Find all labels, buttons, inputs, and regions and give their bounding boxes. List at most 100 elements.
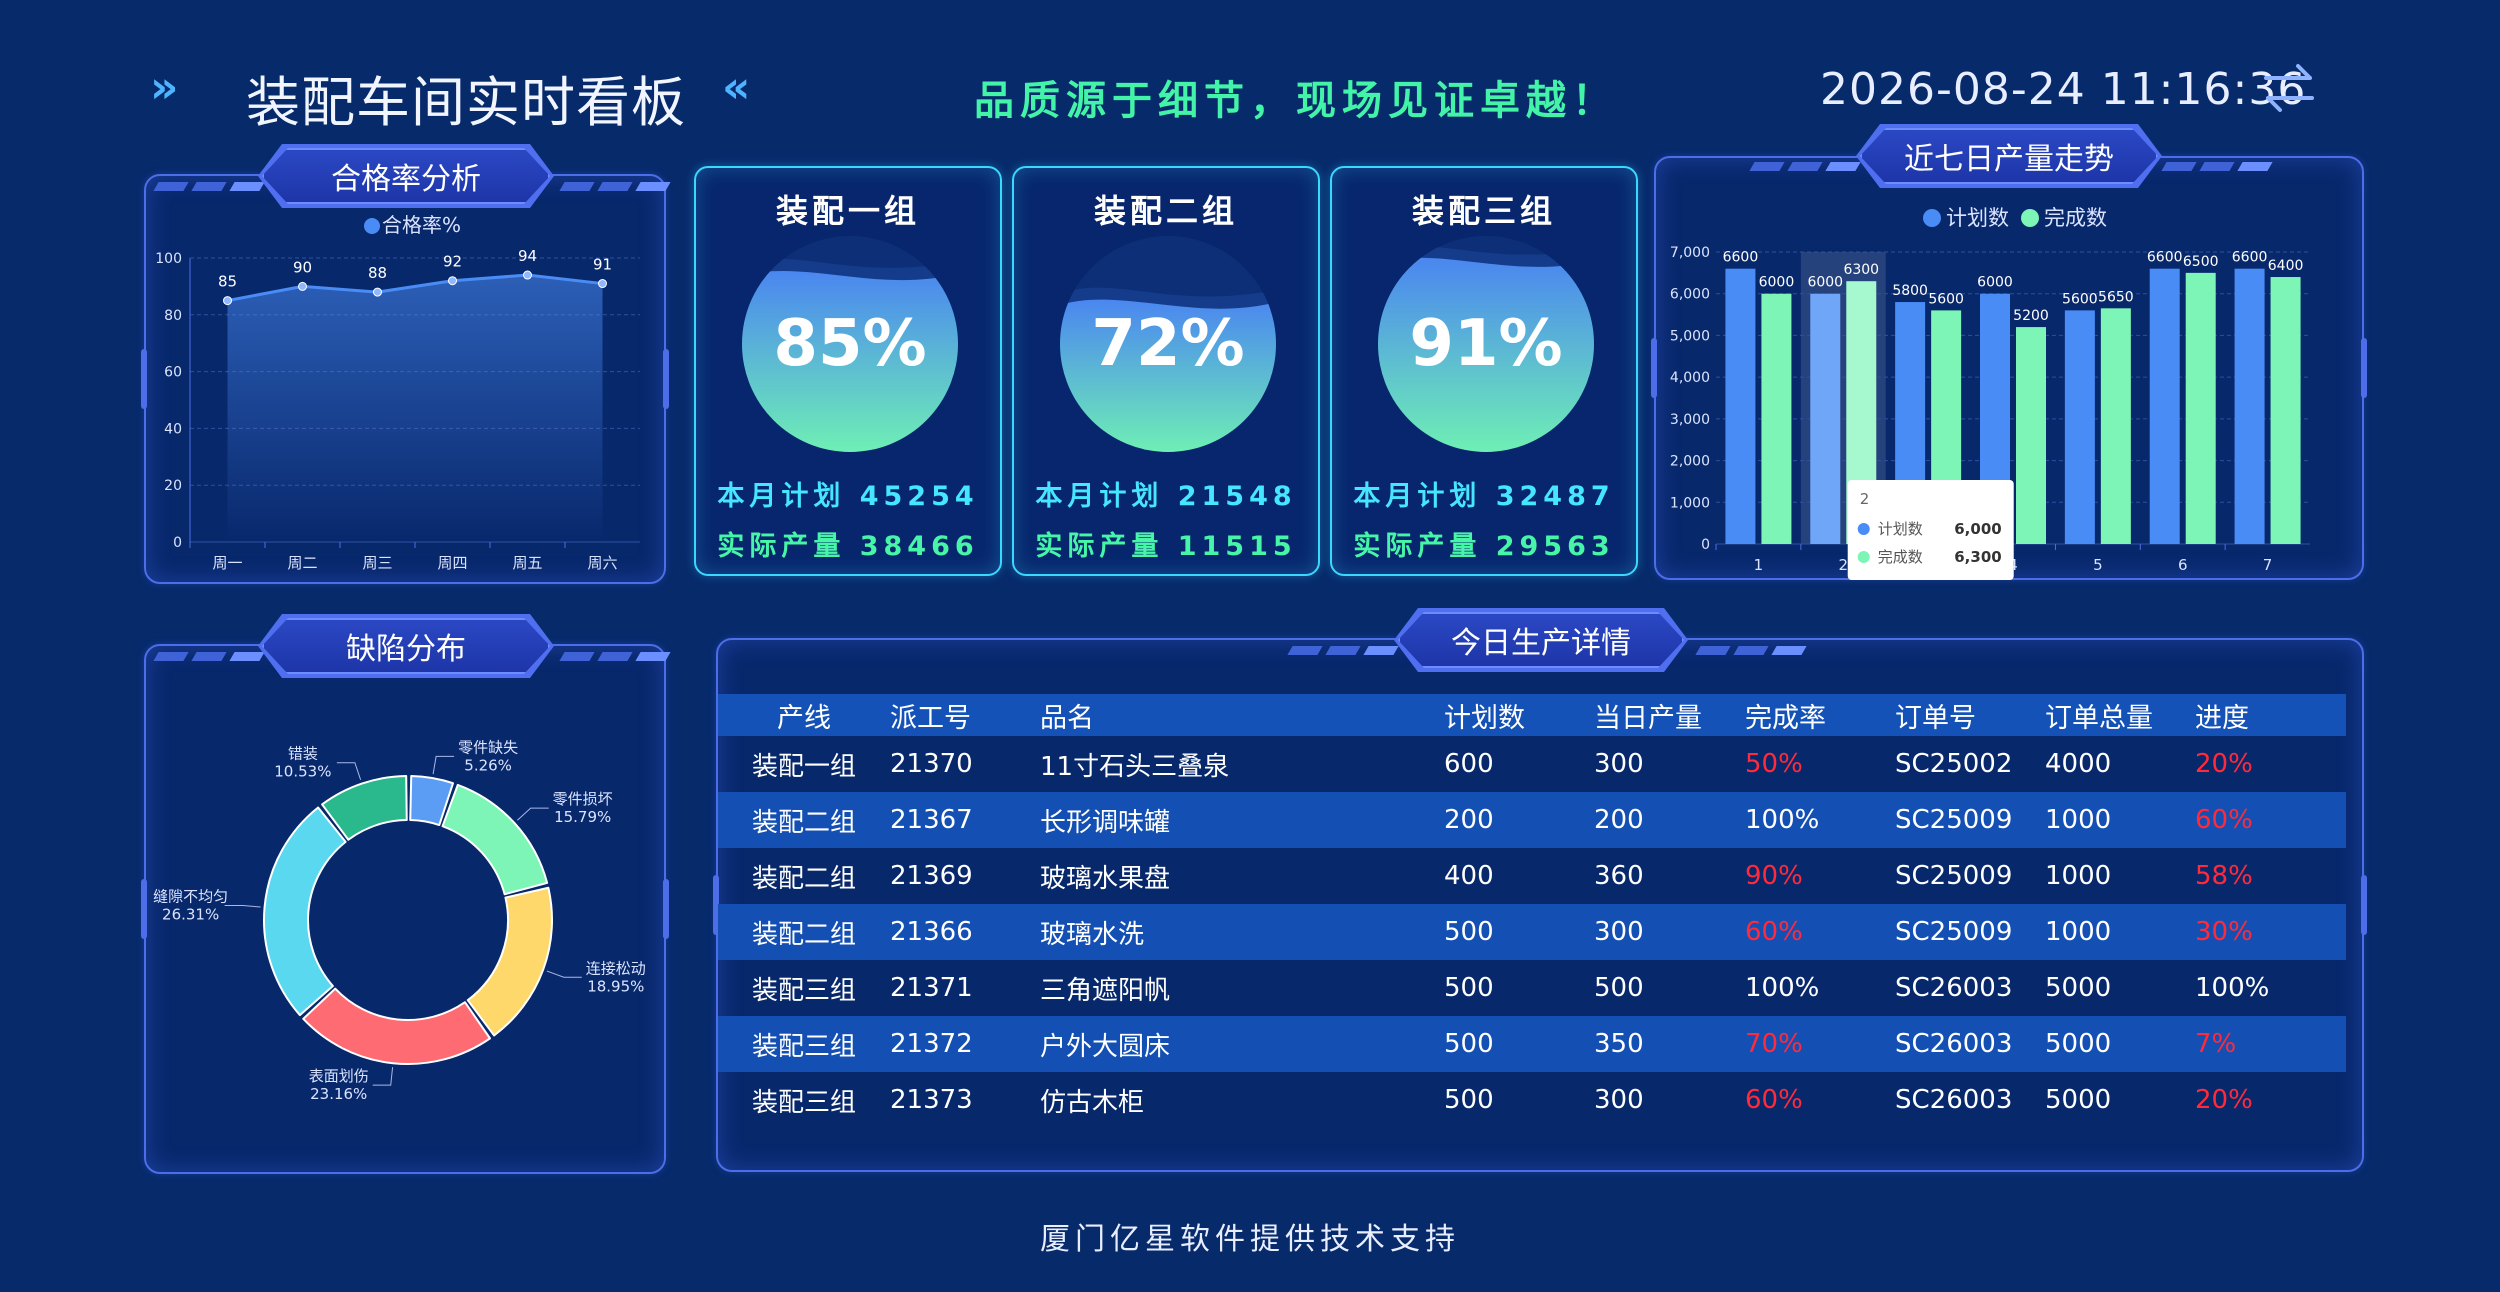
label-leader xyxy=(372,1067,394,1086)
data-label: 94 xyxy=(518,247,537,265)
table-cell: 21371 xyxy=(890,973,973,1003)
table-cell: SC25009 xyxy=(1895,861,2013,891)
column-header: 进度 xyxy=(2195,702,2249,734)
column-header: 计划数 xyxy=(1444,702,1525,734)
table-row[interactable]: 装配三组 21372 户外大圆床 500 350 70% SC26003 5000 7% xyxy=(718,1016,2346,1072)
bar-done xyxy=(2016,327,2046,544)
donut-slice xyxy=(409,775,455,827)
table-row[interactable]: 装配二组 21369 玻璃水果盘 400 360 90% SC25009 1000 58% xyxy=(718,848,2346,904)
slice-percent: 10.53% xyxy=(274,763,331,781)
donut-slice xyxy=(263,806,347,1017)
tooltip-box xyxy=(1847,480,2014,580)
legend-marker-plan xyxy=(1923,209,1941,227)
double-chevron-right-icon: » xyxy=(150,62,179,113)
liquid-front-wave xyxy=(742,271,958,452)
data-point xyxy=(523,270,532,280)
table-header: 产线 派工号 品名 计划数 当日产量 完成率 订单号 订单总量 进度 xyxy=(718,694,2346,736)
table-cell: 1000 xyxy=(2045,917,2112,947)
x-tick-label: 周六 xyxy=(587,554,617,572)
y-tick-label: 5,000 xyxy=(1670,328,1710,344)
y-tick-label: 40 xyxy=(164,421,182,437)
table-cell: 11寸石头三叠泉 xyxy=(1040,751,1230,782)
table-cell: 90% xyxy=(1745,861,1803,891)
defect-panel-title: 缺陷分布 xyxy=(262,618,550,674)
table-cell: 1000 xyxy=(2045,861,2112,891)
data-label: 6300 xyxy=(1843,262,1879,278)
table-cell: SC25009 xyxy=(1895,805,2013,835)
panel-decoration xyxy=(153,182,265,191)
table-cell: 500 xyxy=(1444,917,1494,947)
legend-marker xyxy=(364,218,380,234)
table-cell: 21369 xyxy=(890,861,973,891)
x-tick-label: 周四 xyxy=(437,554,467,572)
table-cell: 玻璃水洗 xyxy=(1040,919,1145,950)
monthly-plan: 本月计划 45254 xyxy=(717,481,979,512)
panel-decoration xyxy=(559,652,671,661)
data-label: 85 xyxy=(218,273,237,291)
liquid-front-wave xyxy=(1378,257,1594,452)
table-cell: 60% xyxy=(1745,917,1803,947)
group-card: 装配三组 91% 本月计划 32487 实际产量 29563 xyxy=(1330,166,1638,576)
data-label: 6400 xyxy=(2268,258,2304,274)
slice-name: 表面划伤 xyxy=(309,1067,369,1085)
data-point xyxy=(298,281,307,291)
table-cell: 300 xyxy=(1594,749,1644,779)
monthly-plan: 本月计划 21548 xyxy=(1035,481,1297,512)
pass-rate-line-chart: 合格率% 0 20 40 60 80 100 周一 周二 周三 周四 周五 周六 85 90 88 92 94 91 xyxy=(155,213,640,572)
group-name: 装配三组 xyxy=(1411,192,1556,230)
data-point xyxy=(598,279,607,289)
table-cell: 20% xyxy=(2195,749,2253,779)
table-cell: 21370 xyxy=(890,749,973,779)
column-header: 派工号 xyxy=(890,702,971,734)
group-pass-rate: 72% xyxy=(1091,307,1245,381)
table-row[interactable]: 装配二组 21366 玻璃水洗 500 300 60% SC25009 1000 30% xyxy=(718,904,2346,960)
slice-name: 零件损坏 xyxy=(553,790,613,808)
data-label: 91 xyxy=(593,256,612,274)
data-label: 5800 xyxy=(1892,283,1928,299)
table-cell: SC26003 xyxy=(1895,1085,2013,1115)
table-cell: 21372 xyxy=(890,1029,973,1059)
swap-arrows-icon[interactable] xyxy=(2262,62,2316,114)
table-cell: 300 xyxy=(1594,1085,1644,1115)
table-cell: 400 xyxy=(1444,861,1494,891)
panel-decoration xyxy=(559,182,671,191)
slice-percent: 5.26% xyxy=(464,756,512,774)
label-leader xyxy=(517,807,549,821)
bar-plan xyxy=(2064,310,2095,544)
table-cell: 装配二组 xyxy=(751,919,856,950)
bar-plan xyxy=(1725,268,1756,544)
donut-slice xyxy=(466,886,553,1037)
data-label: 5200 xyxy=(2013,308,2049,324)
data-label: 6500 xyxy=(2183,254,2219,270)
label-leader xyxy=(224,904,261,908)
table-cell: 装配一组 xyxy=(751,751,856,782)
table-cell: 装配三组 xyxy=(751,1031,856,1062)
x-tick-label: 周二 xyxy=(287,554,317,572)
table-row[interactable]: 装配三组 21373 仿古木柜 500 300 60% SC26003 5000 20% xyxy=(718,1072,2346,1128)
table-cell: 长形调味罐 xyxy=(1040,807,1171,838)
table-cell: 100% xyxy=(1745,805,1820,835)
data-label: 6600 xyxy=(2232,250,2268,266)
table-row[interactable]: 装配一组 21370 11寸石头三叠泉 600 300 50% SC25002 4000 20% xyxy=(718,736,2346,792)
table-cell: 60% xyxy=(2195,805,2253,835)
table-row[interactable]: 装配三组 21371 三角遮阳帆 500 500 100% SC26003 5000 100% xyxy=(718,960,2346,1016)
table-cell: 21373 xyxy=(890,1085,973,1115)
data-label: 6000 xyxy=(1977,275,2013,291)
table-cell: 装配二组 xyxy=(751,807,856,838)
table-row[interactable]: 装配二组 21367 长形调味罐 200 200 100% SC25009 1000 60% xyxy=(718,792,2346,848)
table-cell: 5000 xyxy=(2045,973,2112,1003)
footer-credit: 厦门亿星软件提供技术支持 xyxy=(1040,1222,1460,1257)
slice-percent: 23.16% xyxy=(310,1085,367,1103)
page-title: 装配车间实时看板 xyxy=(246,71,686,134)
chart-tooltip: 2 计划数 6,000 完成数 6,300 xyxy=(1847,480,2014,580)
data-label: 90 xyxy=(293,258,312,276)
column-header: 品名 xyxy=(1040,702,1094,734)
column-header: 当日产量 xyxy=(1594,702,1702,734)
slice-percent: 26.31% xyxy=(162,905,219,923)
y-tick-label: 80 xyxy=(164,308,182,324)
table-cell: SC26003 xyxy=(1895,973,2013,1003)
label-leader xyxy=(546,970,582,978)
table-cell: 60% xyxy=(1745,1085,1803,1115)
donut-slice xyxy=(302,987,491,1065)
area-fill xyxy=(227,275,603,542)
